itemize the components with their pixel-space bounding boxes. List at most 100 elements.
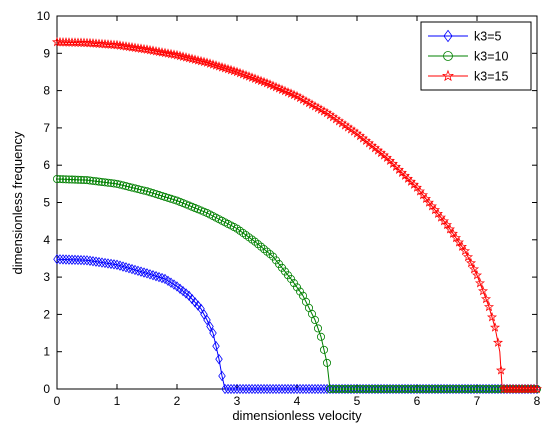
data-point-diamond xyxy=(353,383,361,395)
data-point-diamond xyxy=(470,383,478,395)
legend-label: k3=5 xyxy=(474,30,502,44)
data-point-diamond xyxy=(287,383,295,395)
data-point-circle xyxy=(484,384,493,393)
data-point-diamond xyxy=(332,383,340,395)
data-point-star xyxy=(483,301,495,312)
data-point-circle xyxy=(250,237,259,246)
data-point-star xyxy=(192,55,204,65)
data-point-circle xyxy=(448,384,457,393)
data-point-star xyxy=(204,58,216,68)
data-point-circle xyxy=(451,384,460,393)
data-point-star xyxy=(249,73,261,83)
data-point-circle xyxy=(427,384,436,393)
x-axis-label: dimensionless velocity xyxy=(232,408,362,423)
data-point-star xyxy=(189,54,201,64)
data-point-diamond xyxy=(404,383,412,395)
data-point-circle xyxy=(487,384,496,393)
data-point-circle xyxy=(481,384,490,393)
data-point-star xyxy=(81,37,93,48)
y-tick-label: 8 xyxy=(43,84,50,98)
series-layer xyxy=(51,36,543,395)
data-point-circle xyxy=(107,179,116,188)
data-point-diamond xyxy=(197,303,205,314)
data-point-diamond xyxy=(221,383,229,395)
data-point-diamond xyxy=(113,259,121,270)
data-point-circle xyxy=(340,384,349,393)
data-point-diamond xyxy=(290,383,298,395)
data-point-star xyxy=(495,365,507,375)
x-tick-label: 0 xyxy=(54,394,61,408)
data-point-star xyxy=(267,80,279,91)
data-point-diamond xyxy=(326,383,334,395)
data-point-circle xyxy=(160,192,169,201)
data-point-diamond xyxy=(140,267,148,278)
data-point-circle xyxy=(130,184,139,193)
data-point-circle xyxy=(409,384,418,393)
data-point-star xyxy=(441,69,455,82)
data-point-circle xyxy=(113,179,122,188)
data-point-star xyxy=(222,63,234,74)
data-point-circle xyxy=(289,279,298,288)
data-point-diamond xyxy=(74,254,82,266)
data-point-circle xyxy=(331,384,340,393)
x-tick-label: 6 xyxy=(414,394,421,408)
series-line xyxy=(56,178,537,390)
data-point-circle xyxy=(313,324,322,333)
y-tick-label: 3 xyxy=(43,270,50,284)
data-point-circle xyxy=(127,183,136,192)
data-point-diamond xyxy=(359,383,367,395)
data-point-circle xyxy=(394,384,403,393)
data-point-star xyxy=(450,232,462,243)
data-point-diamond xyxy=(245,383,253,395)
data-point-star xyxy=(279,85,291,96)
data-point-circle xyxy=(142,187,151,196)
data-point-star xyxy=(477,285,489,296)
data-point-circle xyxy=(151,190,160,199)
data-point-star xyxy=(219,62,231,73)
data-point-circle xyxy=(133,185,142,194)
data-point-diamond xyxy=(464,383,472,395)
data-point-diamond xyxy=(422,383,430,395)
data-point-circle xyxy=(379,384,388,393)
data-point-circle xyxy=(403,384,412,393)
data-point-diamond xyxy=(395,383,403,395)
data-point-diamond xyxy=(491,383,499,395)
data-point-diamond xyxy=(116,260,124,271)
data-point-star xyxy=(444,223,456,234)
data-point-star xyxy=(195,55,207,66)
data-point-circle xyxy=(358,384,367,393)
data-point-star xyxy=(153,46,165,57)
legend-entry: k3=10 xyxy=(428,50,508,64)
data-point-diamond xyxy=(338,383,346,395)
data-point-circle xyxy=(101,178,110,187)
data-point-star xyxy=(282,86,294,97)
data-point-diamond xyxy=(98,257,106,268)
y-axis-ticks: 0 1 2 3 4 5 6 7 8 9 10 xyxy=(37,9,537,396)
data-point-star xyxy=(102,39,114,49)
data-point-diamond xyxy=(143,268,151,279)
data-point-star xyxy=(258,76,270,87)
data-point-circle xyxy=(406,384,415,393)
data-point-diamond xyxy=(410,383,418,395)
data-point-diamond xyxy=(335,383,343,395)
data-point-diamond xyxy=(95,256,103,268)
data-point-star xyxy=(492,337,504,347)
data-point-diamond xyxy=(104,258,112,269)
data-point-diamond xyxy=(440,383,448,395)
y-tick-label: 1 xyxy=(43,345,50,359)
data-point-diamond xyxy=(212,340,220,352)
data-point-circle xyxy=(71,175,80,184)
data-point-diamond xyxy=(152,270,160,282)
data-point-circle xyxy=(355,384,364,393)
data-point-star xyxy=(201,57,213,67)
data-point-diamond xyxy=(62,254,70,265)
data-point-diamond xyxy=(233,383,241,395)
data-point-diamond xyxy=(452,383,460,395)
data-point-star xyxy=(531,383,543,394)
data-point-diamond xyxy=(194,300,202,311)
data-point-star xyxy=(468,263,480,274)
data-point-circle xyxy=(443,51,453,61)
data-point-circle xyxy=(166,194,175,203)
data-point-circle xyxy=(460,384,469,393)
data-point-circle xyxy=(490,384,499,393)
